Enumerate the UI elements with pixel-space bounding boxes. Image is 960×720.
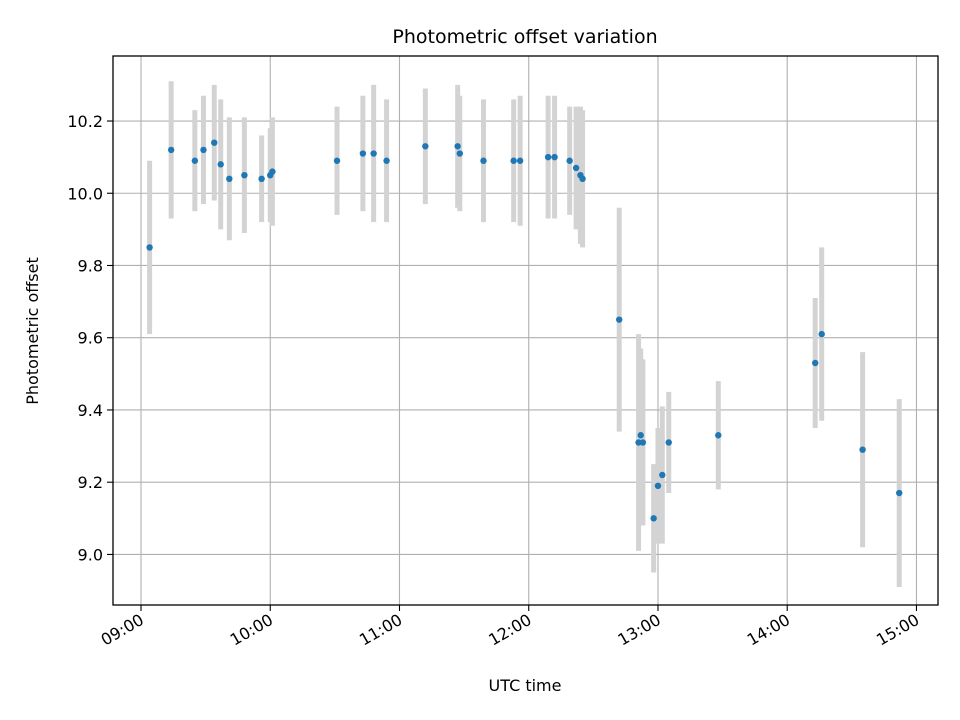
y-tick-label: 10.2: [67, 112, 103, 131]
data-point: [896, 489, 903, 497]
data-point: [383, 157, 390, 164]
x-tick-label: 09:00: [98, 610, 147, 650]
chart-title: Photometric offset variation: [392, 26, 657, 48]
data-point: [217, 161, 224, 168]
data-point: [659, 471, 666, 479]
data-point: [639, 439, 647, 446]
data-point: [566, 157, 573, 164]
y-tick-label: 9.8: [78, 256, 103, 275]
x-axis-title: UTC time: [489, 676, 562, 695]
data-point: [616, 316, 623, 323]
plot-frame: [112, 55, 939, 606]
data-point: [818, 330, 825, 338]
x-tick-label: 13:00: [615, 610, 664, 650]
x-tick-label: 12:00: [485, 610, 534, 650]
data-points: [146, 139, 903, 522]
data-point: [269, 168, 276, 175]
data-point: [551, 153, 558, 161]
y-tick-label: 9.0: [78, 545, 103, 564]
x-tick-label: 15:00: [873, 610, 922, 650]
data-point: [544, 153, 552, 161]
data-point: [480, 157, 487, 164]
data-point: [579, 175, 586, 183]
data-point: [650, 515, 657, 522]
data-point: [191, 157, 199, 164]
data-point: [516, 157, 524, 164]
y-tick-label: 9.2: [78, 473, 103, 492]
data-point: [241, 171, 248, 179]
data-point: [859, 446, 866, 453]
data-point: [146, 244, 153, 251]
data-point: [422, 143, 429, 150]
data-point: [812, 359, 819, 367]
data-point: [665, 439, 672, 446]
x-tick-label: 11:00: [356, 610, 405, 650]
x-tick-label: 14:00: [744, 610, 793, 650]
x-axis-ticks: 09:00 10:00 11:00 12:00 13:00 14:00 15:00: [98, 605, 922, 650]
y-tick-label: 9.6: [78, 329, 103, 348]
y-tick-label: 10.0: [67, 184, 103, 203]
x-tick-label: 10:00: [227, 610, 276, 650]
y-tick-label: 9.4: [78, 401, 103, 420]
data-point: [333, 157, 341, 164]
data-point: [359, 150, 367, 157]
y-axis-title: Photometric offset: [23, 257, 42, 405]
y-axis-ticks: 9.0 9.2 9.4 9.6 9.8 10.0 10.2: [67, 112, 113, 564]
data-point: [370, 150, 377, 157]
data-point: [456, 150, 464, 157]
data-point: [211, 139, 218, 146]
grid-lines: [113, 56, 938, 605]
data-point: [572, 164, 580, 172]
data-point: [200, 146, 207, 154]
data-point: [637, 432, 644, 439]
data-point: [510, 157, 517, 164]
data-point: [454, 143, 461, 150]
data-point: [226, 175, 233, 183]
data-point: [167, 146, 175, 154]
data-point: [258, 175, 265, 183]
data-point: [715, 432, 722, 439]
data-point: [654, 482, 662, 490]
